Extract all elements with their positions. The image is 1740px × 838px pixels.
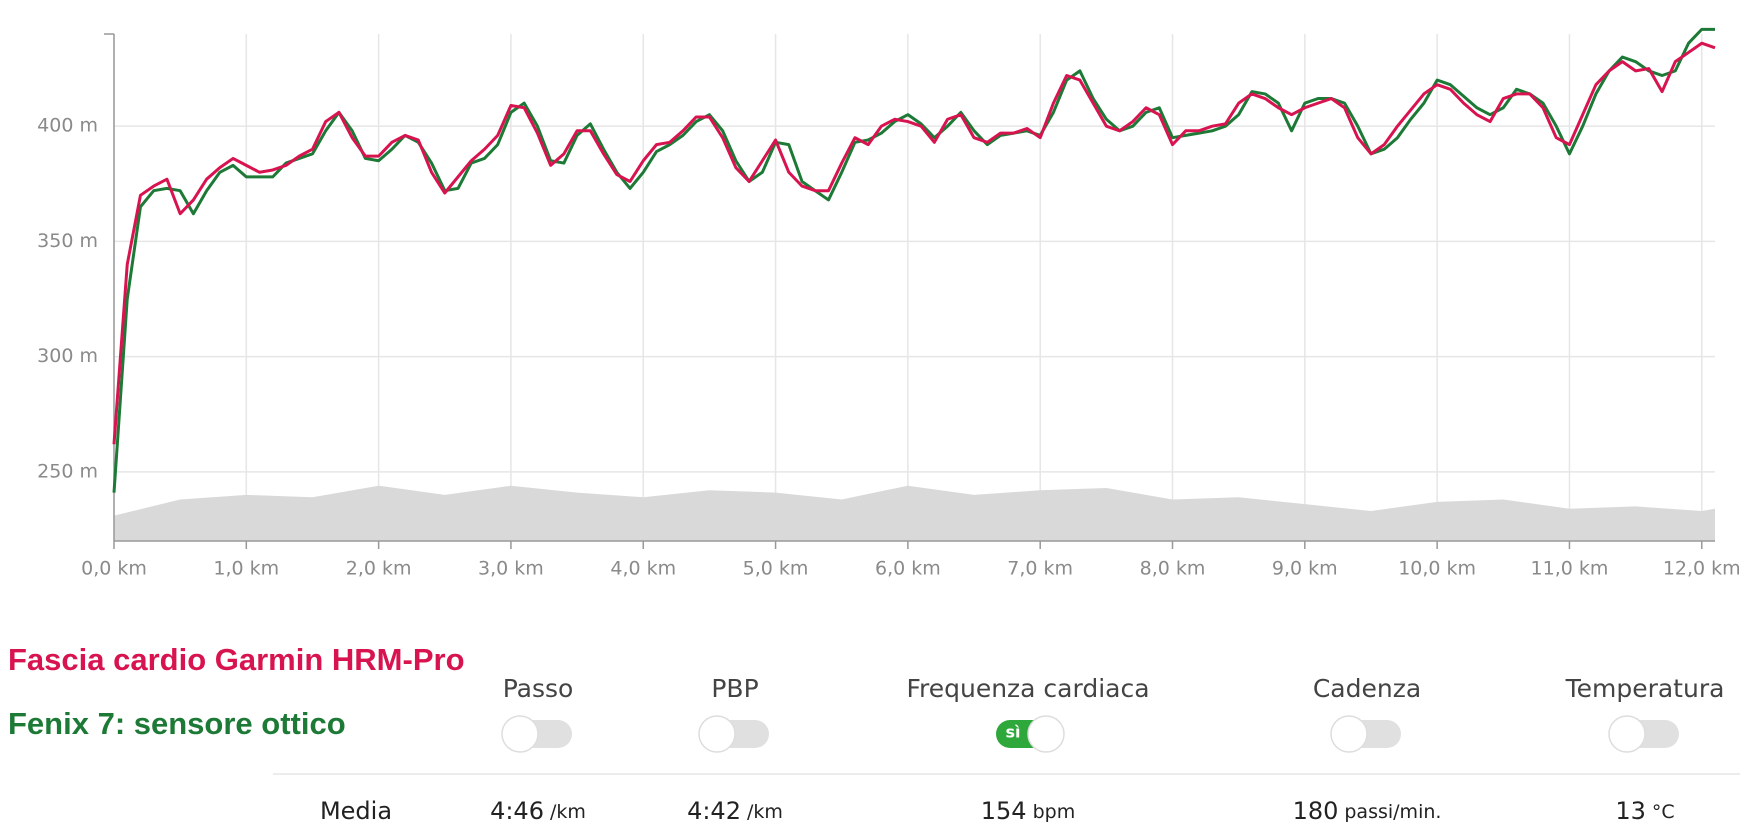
toggle-label: Frequenza cardiaca bbox=[906, 674, 1149, 703]
x-tick-label: 11,0 km bbox=[1531, 558, 1609, 580]
stat-value: 180 passi/min. bbox=[1293, 797, 1442, 825]
x-tick-label: 2,0 km bbox=[346, 558, 412, 580]
legend-entry: Fascia cardio Garmin HRM-Pro bbox=[8, 642, 465, 677]
stat-number: 4:46 bbox=[490, 797, 544, 825]
stat-unit: /km bbox=[550, 801, 586, 823]
stat-value: 13 °C bbox=[1615, 797, 1674, 825]
stat-unit: bpm bbox=[1033, 801, 1076, 823]
toggle-knob[interactable] bbox=[1027, 715, 1065, 753]
x-tick-label: 7,0 km bbox=[1007, 558, 1073, 580]
x-tick-label: 5,0 km bbox=[743, 558, 809, 580]
y-tick-label: 350 m bbox=[37, 230, 98, 252]
toggle-knob[interactable] bbox=[1330, 715, 1368, 753]
toggle-label: Cadenza bbox=[1313, 674, 1421, 703]
legend-entry: Fenix 7: sensore ottico bbox=[8, 706, 346, 741]
stat-number: 154 bbox=[981, 797, 1027, 825]
x-tick-label: 0,0 km bbox=[81, 558, 147, 580]
stat-number: 4:42 bbox=[687, 797, 741, 825]
series-line bbox=[112, 27, 1715, 493]
x-tick-label: 9,0 km bbox=[1272, 558, 1338, 580]
stat-unit: /km bbox=[747, 801, 783, 823]
stat-value: 154 bpm bbox=[981, 797, 1075, 825]
toggle-on-text: sì bbox=[1005, 723, 1020, 742]
toggle-label: PBP bbox=[711, 674, 758, 703]
stat-number: 13 bbox=[1615, 797, 1646, 825]
x-tick-label: 12,0 km bbox=[1663, 558, 1740, 580]
x-tick-label: 1,0 km bbox=[213, 558, 279, 580]
series-line bbox=[112, 41, 1716, 445]
x-tick-label: 8,0 km bbox=[1140, 558, 1206, 580]
toggle-knob[interactable] bbox=[501, 715, 539, 753]
stat-value: 4:42/km bbox=[687, 797, 783, 825]
x-tick-label: 6,0 km bbox=[875, 558, 941, 580]
toggle-label: Temperatura bbox=[1565, 674, 1725, 703]
stat-unit: °C bbox=[1652, 801, 1675, 823]
stats-label: Media bbox=[320, 797, 392, 825]
x-tick-label: 3,0 km bbox=[478, 558, 544, 580]
y-tick-label: 250 m bbox=[37, 460, 98, 482]
stat-value: 4:46/km bbox=[490, 797, 586, 825]
elevation-area bbox=[114, 485, 1715, 541]
toggle-knob[interactable] bbox=[698, 715, 736, 753]
toggle-label: Passo bbox=[503, 674, 574, 703]
y-tick-label: 300 m bbox=[37, 345, 98, 367]
toggle-knob[interactable] bbox=[1608, 715, 1646, 753]
stat-unit: passi/min. bbox=[1344, 801, 1441, 823]
stat-number: 180 bbox=[1293, 797, 1339, 825]
y-tick-label: 400 m bbox=[37, 115, 98, 137]
x-tick-label: 10,0 km bbox=[1398, 558, 1476, 580]
x-tick-label: 4,0 km bbox=[610, 558, 676, 580]
